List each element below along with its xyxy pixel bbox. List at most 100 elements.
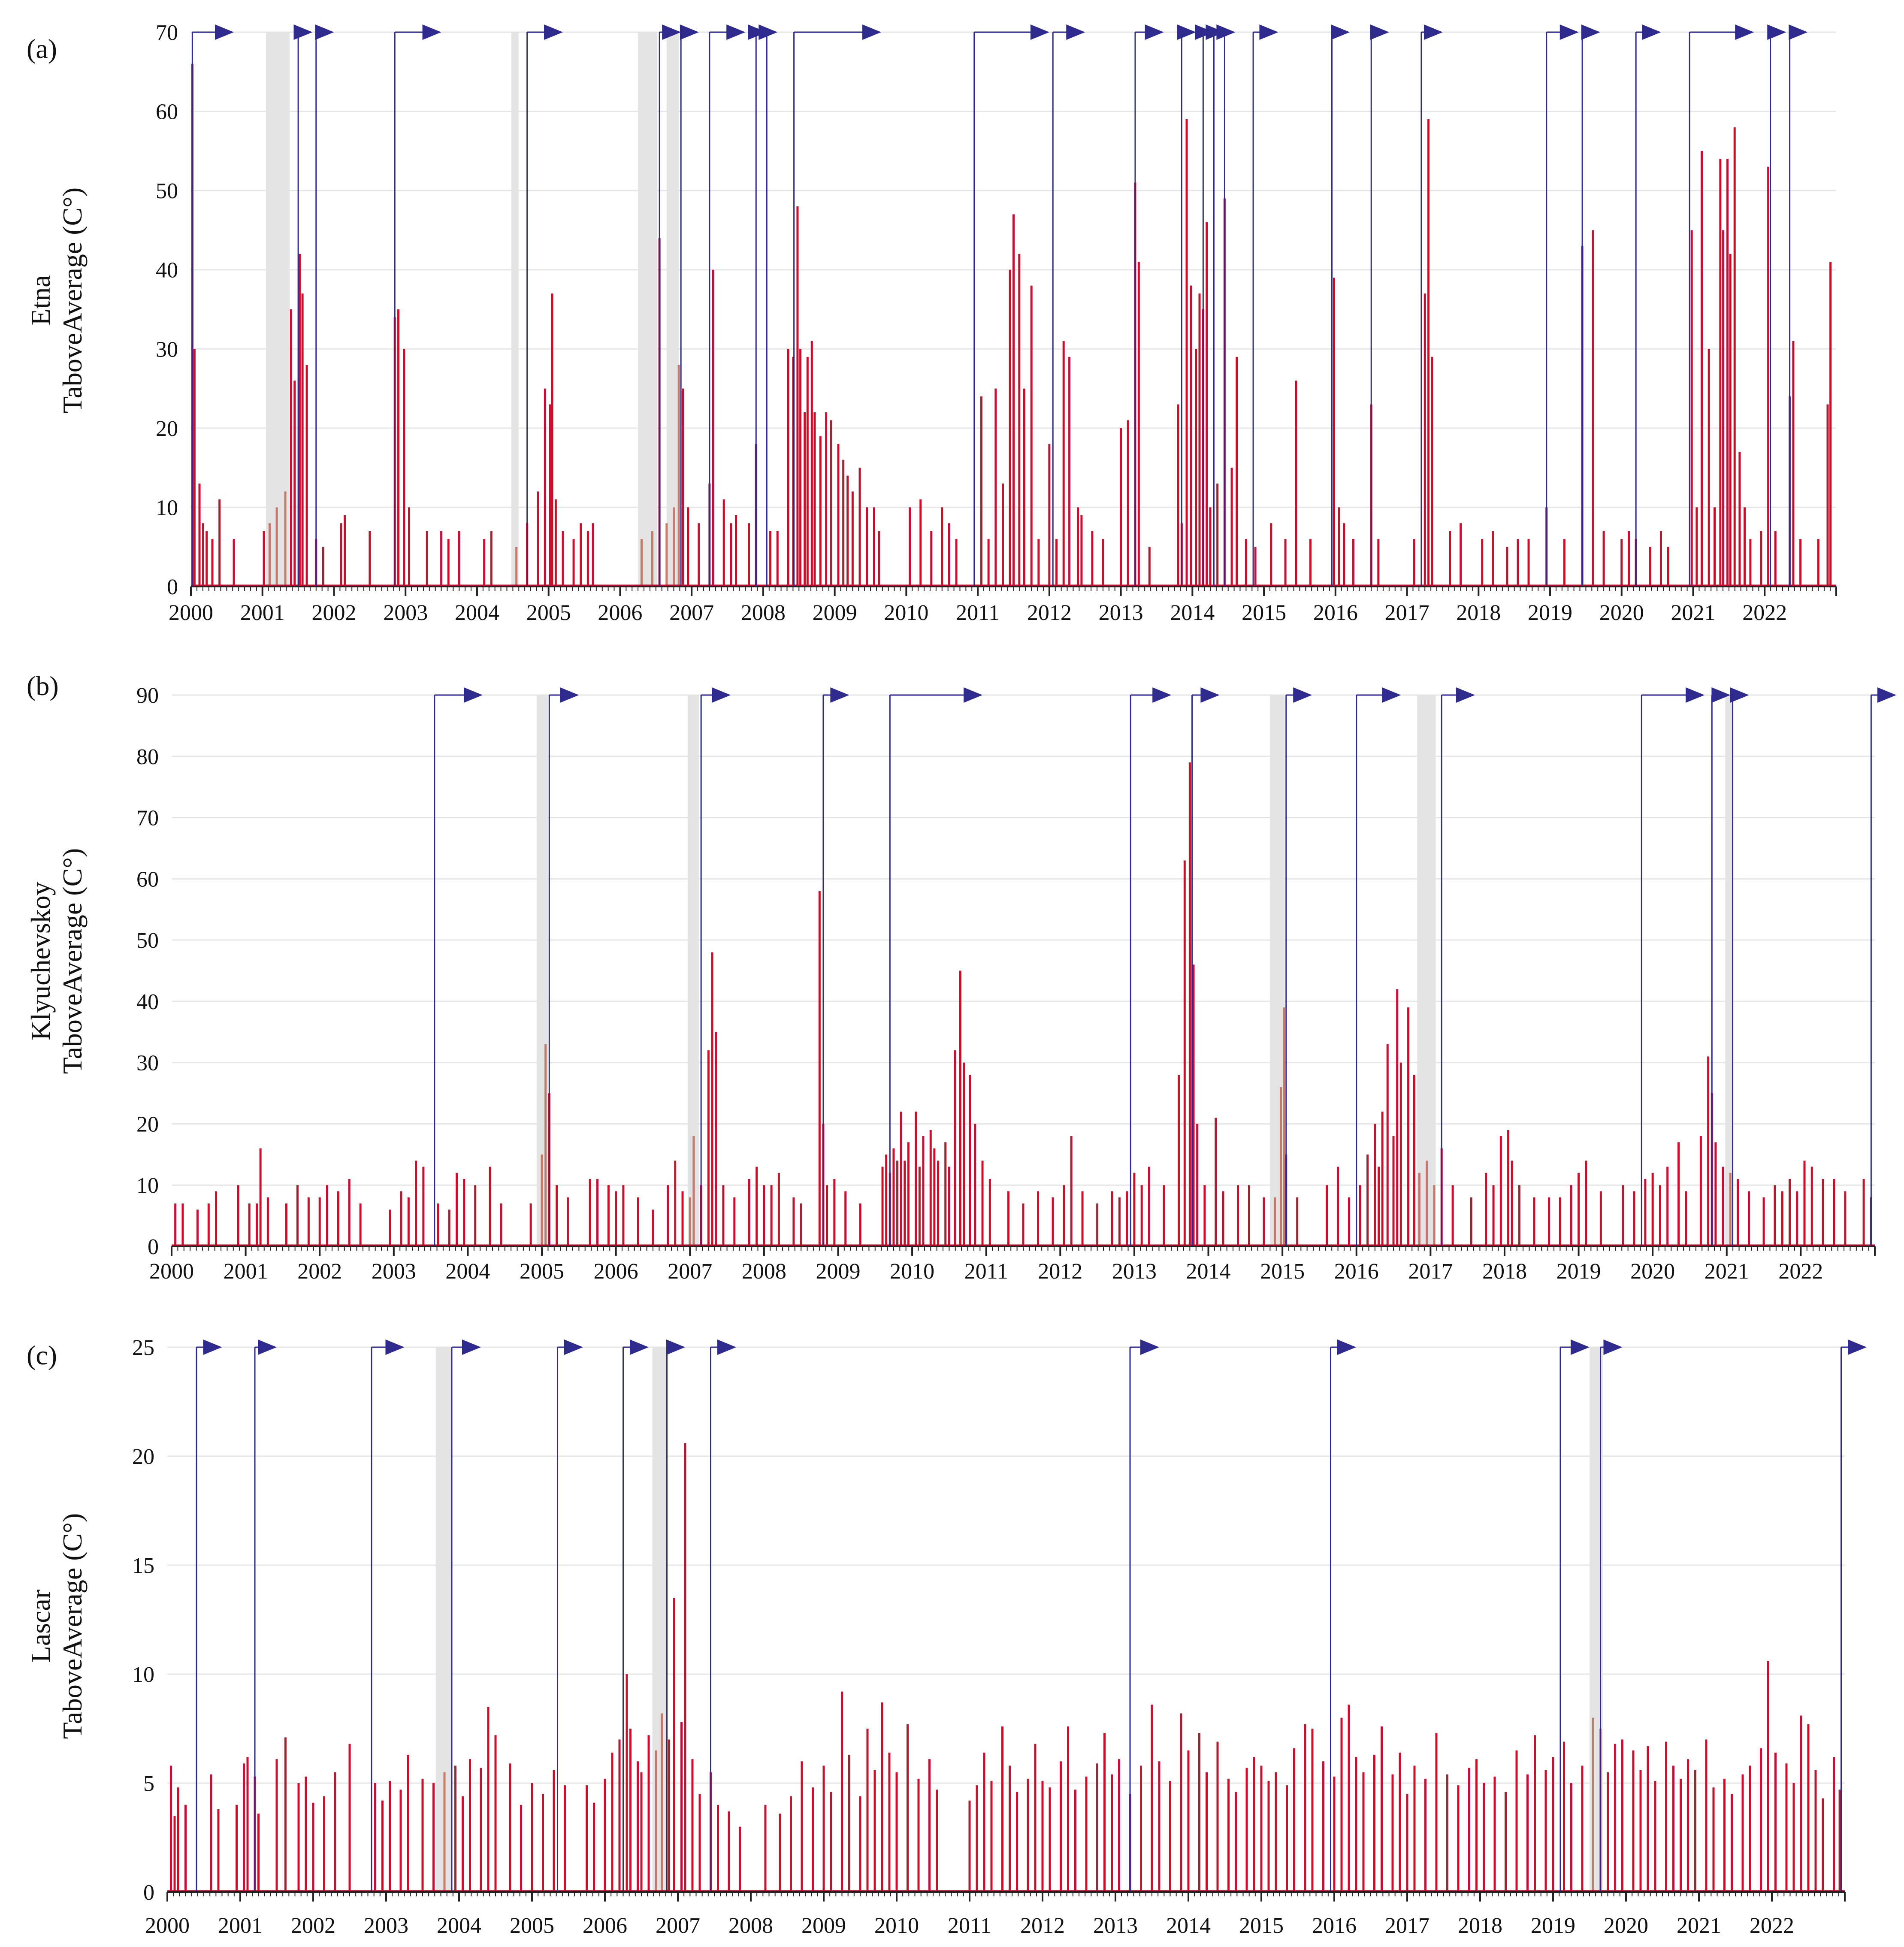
panel-a-arrow-head xyxy=(862,24,882,40)
panel-b-arrow-head xyxy=(1200,687,1220,703)
panel-b-xtick-label: 2016 xyxy=(1334,1259,1379,1284)
panel-a-arrow-head xyxy=(1177,24,1196,40)
panel-b-xtick-label: 2000 xyxy=(149,1259,194,1284)
panel-c-xtick-label: 2022 xyxy=(1750,1914,1794,1938)
panel-c-xtick-label: 2007 xyxy=(656,1914,700,1938)
panel-b-ytick-label: 70 xyxy=(136,806,159,831)
panel-a-arrow-head xyxy=(1581,24,1600,40)
panel-c-xtick-label: 2012 xyxy=(1020,1914,1065,1938)
panel-a-xtick-label: 2013 xyxy=(1099,601,1143,625)
panel-a-xtick-label: 2016 xyxy=(1313,601,1358,625)
panel-c-arrow-head xyxy=(666,1339,685,1355)
panel-b-arrow-head xyxy=(830,687,849,703)
panel-c-ytick-label: 5 xyxy=(143,1772,154,1796)
panel-a-xtick-label: 2005 xyxy=(526,601,571,625)
panel-b-xtick-label: 2018 xyxy=(1482,1259,1527,1284)
panel-b-xtick-label: 2022 xyxy=(1778,1259,1823,1284)
panel-a-xtick-label: 2010 xyxy=(884,601,928,625)
panel-b-arrow-head xyxy=(964,687,983,703)
panel-a-xtick-label: 2008 xyxy=(741,601,786,625)
panel-b-arrow-head xyxy=(1152,687,1172,703)
panel-a-xtick-label: 2001 xyxy=(240,601,285,625)
panel-c-xtick-label: 2013 xyxy=(1093,1914,1138,1938)
panel-c-arrow-head xyxy=(203,1339,222,1355)
panel-b-xtick-label: 2010 xyxy=(890,1259,934,1284)
panel-b-klyuchevskoy: 0 10 20 30 40 50 60 70 80 90 2000 2001 2002 2003 2004 2… xyxy=(25,671,1896,1284)
panel-a-xtick-label: 2018 xyxy=(1456,601,1501,625)
panel-b-xtick-label: 2019 xyxy=(1556,1259,1601,1284)
panel-a-shaded-band xyxy=(666,32,679,587)
panel-c-ylabel: TaboveAverage (C°) xyxy=(57,1513,88,1739)
panel-c-ytick-label: 10 xyxy=(132,1663,154,1687)
panel-b-xtick-label: 2007 xyxy=(668,1259,712,1284)
panel-c-arrow-head xyxy=(462,1339,481,1355)
panel-c-arrow-head xyxy=(1603,1339,1623,1355)
panel-a-arrow-head xyxy=(422,24,441,40)
panel-b-arrow-head xyxy=(560,687,579,703)
panel-b-xtick-label: 2020 xyxy=(1630,1259,1675,1284)
panel-c-xtick-label: 2003 xyxy=(364,1914,408,1938)
panel-c-xtick-label: 2014 xyxy=(1166,1914,1211,1938)
panel-a-arrow-head xyxy=(748,24,767,40)
panel-a-ylabel: TaboveAverage (C°) xyxy=(57,187,88,413)
panel-a-xtick-label: 2009 xyxy=(813,601,857,625)
panel-b-arrow-head xyxy=(463,687,483,703)
panel-a-arrow-head xyxy=(1195,24,1214,40)
panel-b-arrow-head xyxy=(1293,687,1312,703)
panel-b-axis-title: Klyuchevskoy TaboveAverage (C°) xyxy=(25,848,88,1074)
panel-b-ytick-label: 40 xyxy=(136,990,159,1014)
panel-a-arrow-head xyxy=(1767,24,1786,40)
panel-c-xtick-label: 2008 xyxy=(728,1914,773,1938)
panel-b-axes: 0 10 20 30 40 50 60 70 80 90 2000 2001 2002 2003 2004 2… xyxy=(136,683,1876,1284)
panel-a-xtick-label: 2017 xyxy=(1385,601,1430,625)
panel-b-xtick-label: 2008 xyxy=(742,1259,786,1284)
panel-c-xtick-label: 2015 xyxy=(1239,1914,1284,1938)
panel-a-xtick-label: 2012 xyxy=(1027,601,1072,625)
panel-a-arrow-head xyxy=(293,24,313,40)
panel-a-arrow-head xyxy=(1423,24,1443,40)
panel-a-ytick-label: 70 xyxy=(156,21,178,45)
panel-a-arrow-head xyxy=(315,24,334,40)
panel-b-ytick-label: 60 xyxy=(136,867,159,892)
panel-b-series xyxy=(172,762,1875,1247)
panel-b-xtick-label: 2003 xyxy=(372,1259,416,1284)
panel-a-ytick-label: 10 xyxy=(156,496,178,520)
panel-b-ytick-label: 80 xyxy=(136,745,159,769)
panel-b-xtick-label: 2001 xyxy=(224,1259,268,1284)
panel-c-series xyxy=(167,1443,1845,1893)
panel-a-xtick-label: 2000 xyxy=(169,601,213,625)
panel-a-xtick-label: 2004 xyxy=(455,601,499,625)
panel-a-arrow-head xyxy=(1789,24,1808,40)
panel-c-ytick-label: 0 xyxy=(143,1880,154,1905)
panel-a-ytick-label: 30 xyxy=(156,337,178,362)
panel-c-arrow-head xyxy=(385,1339,405,1355)
panel-a-xtick-label: 2002 xyxy=(311,601,356,625)
panel-a-xtick-label: 2006 xyxy=(598,601,642,625)
panel-b-xtick-label: 2021 xyxy=(1705,1259,1749,1284)
panel-a-volcano-label: Etna xyxy=(25,275,56,325)
panel-c-xtick-label: 2011 xyxy=(948,1914,991,1938)
panel-c-xtick-label: 2019 xyxy=(1531,1914,1575,1938)
panel-b-arrow-head xyxy=(1877,687,1896,703)
panel-c-ytick-label: 15 xyxy=(132,1554,154,1578)
panel-c-axes: 0 5 10 15 20 25 2000 2001 2002 2003 2004 2005 2006 20… xyxy=(132,1336,1846,1938)
panel-c-ytick-label: 20 xyxy=(132,1445,154,1469)
panel-a-shaded-band xyxy=(511,32,519,587)
panel-c-xtick-label: 2017 xyxy=(1385,1914,1430,1938)
panel-a-axis-title: Etna TaboveAverage (C°) xyxy=(25,187,88,413)
panel-b-xtick-label: 2002 xyxy=(297,1259,342,1284)
panel-c-xtick-label: 2002 xyxy=(291,1914,335,1938)
panel-a-xtick-label: 2020 xyxy=(1599,601,1644,625)
panel-c-lascar: 0 5 10 15 20 25 2000 2001 2002 2003 2004 2005 2006 20… xyxy=(25,1336,1867,1938)
panel-b-ylabel: TaboveAverage (C°) xyxy=(57,848,88,1074)
panel-a-arrow-head xyxy=(680,24,699,40)
panel-a-arrow-head xyxy=(1735,24,1754,40)
panel-c-arrow-head xyxy=(717,1339,736,1355)
panel-c-xtick-label: 2009 xyxy=(801,1914,846,1938)
panel-c-shaded-bands xyxy=(435,1347,1603,1892)
panel-b-ytick-label: 30 xyxy=(136,1051,159,1076)
panel-a-ytick-label: 40 xyxy=(156,258,178,283)
panel-b-arrow-head xyxy=(1711,687,1731,703)
panel-b-xtick-label: 2005 xyxy=(520,1259,564,1284)
